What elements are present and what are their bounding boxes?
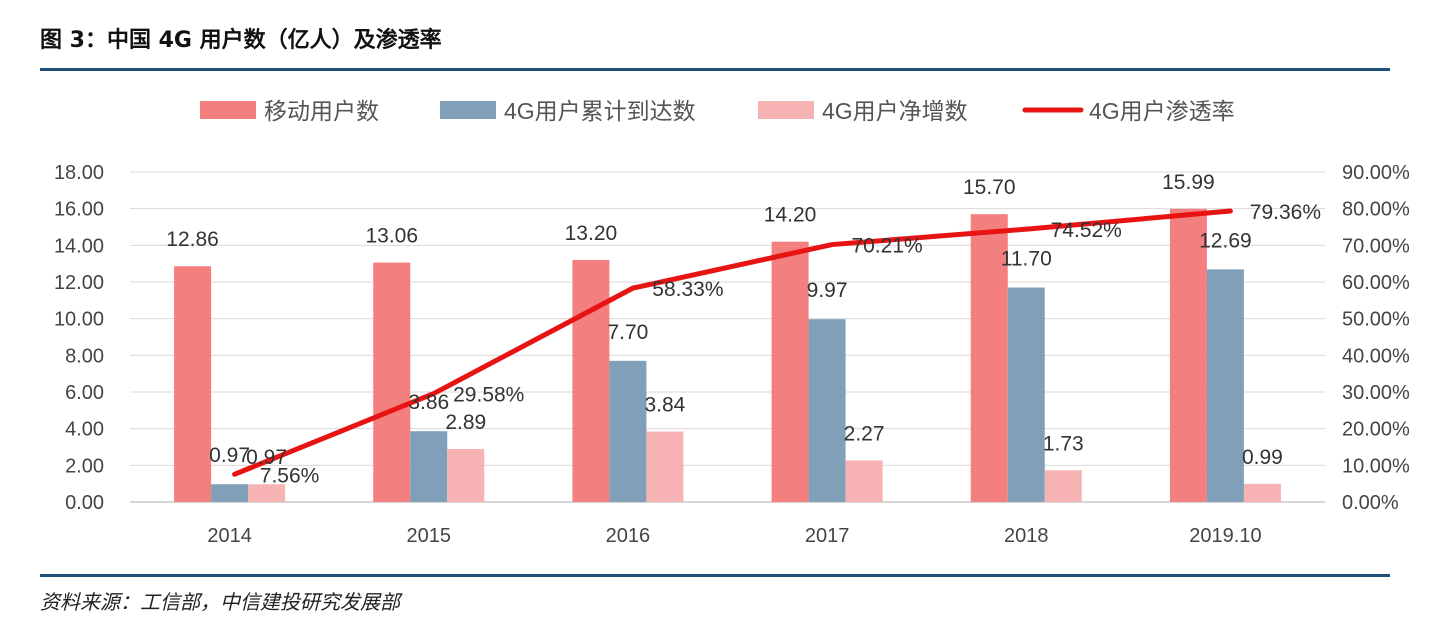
legend-label: 4G用户净增数 — [822, 98, 968, 124]
y-tick-label: 2.00 — [65, 455, 104, 477]
legend-swatch — [758, 101, 814, 119]
bar — [174, 266, 212, 502]
y2-tick-label: 90.00% — [1342, 162, 1410, 184]
bar — [970, 214, 1008, 502]
bar-data-label: 13.06 — [365, 225, 418, 248]
bar — [808, 319, 846, 502]
bar-data-label: 3.84 — [644, 394, 685, 417]
x-tick-label: 2019.10 — [1189, 525, 1261, 547]
line-data-label: 58.33% — [652, 278, 723, 301]
y2-tick-label: 70.00% — [1342, 235, 1410, 257]
x-tick-label: 2014 — [207, 525, 252, 547]
line-data-label: 70.21% — [851, 235, 922, 258]
line-data-label: 74.52% — [1051, 219, 1122, 242]
y-tick-label: 12.00 — [54, 272, 104, 294]
y2-tick-label: 50.00% — [1342, 309, 1410, 331]
bar — [845, 460, 883, 502]
legend-swatch — [440, 101, 496, 119]
y-tick-label: 0.00 — [65, 492, 104, 514]
line-data-label: 79.36% — [1250, 201, 1321, 224]
bottom-divider — [40, 574, 1390, 577]
bar-data-label: 7.70 — [607, 321, 648, 344]
bar-data-label: 15.70 — [963, 176, 1016, 199]
bar — [1243, 483, 1281, 502]
legend-label: 4G用户渗透率 — [1089, 98, 1235, 124]
bar-data-label: 9.97 — [807, 279, 848, 302]
bar — [646, 431, 684, 502]
bar — [1007, 287, 1045, 502]
y-tick-label: 8.00 — [65, 345, 104, 367]
bar-data-label: 0.99 — [1242, 446, 1283, 469]
bar — [410, 431, 448, 502]
y-tick-label: 4.00 — [65, 419, 104, 441]
bar-data-label: 2.89 — [445, 411, 486, 434]
bar-data-label: 12.69 — [1199, 229, 1252, 252]
line-data-label: 29.58% — [453, 384, 524, 407]
bar — [447, 449, 485, 502]
bar — [248, 484, 286, 502]
source-note: 资料来源：工信部，中信建投研究发展部 — [40, 590, 400, 614]
legend-swatch — [200, 101, 256, 119]
bar-data-label: 15.99 — [1162, 171, 1215, 194]
y-tick-label: 16.00 — [54, 199, 104, 221]
y-tick-label: 18.00 — [54, 162, 104, 184]
y2-tick-label: 10.00% — [1342, 455, 1410, 477]
y2-tick-label: 20.00% — [1342, 419, 1410, 441]
legend-label: 移动用户数 — [264, 98, 379, 124]
bar-data-label: 13.20 — [565, 222, 618, 245]
bar-data-label: 0.97 — [246, 446, 287, 469]
y-tick-label: 14.00 — [54, 235, 104, 257]
y2-tick-label: 60.00% — [1342, 272, 1410, 294]
line-data-label: 7.56% — [260, 464, 320, 487]
bar-data-label: 11.70 — [1001, 248, 1052, 271]
y-tick-label: 6.00 — [65, 382, 104, 404]
bar-data-label: 0.97 — [209, 444, 250, 467]
y2-tick-label: 30.00% — [1342, 382, 1410, 404]
bar — [211, 484, 249, 502]
bar-data-label: 12.86 — [166, 228, 219, 251]
chart-title: 图 3：中国 4G 用户数（亿人）及渗透率 — [40, 28, 442, 53]
x-tick-label: 2016 — [606, 525, 651, 547]
bar-data-label: 14.20 — [764, 204, 817, 227]
bar — [1169, 208, 1207, 502]
penetration-line — [232, 208, 1233, 477]
legend-label: 4G用户累计到达数 — [504, 98, 696, 124]
bar — [771, 241, 809, 502]
bar-data-label: 2.27 — [844, 422, 885, 445]
y2-tick-label: 40.00% — [1342, 345, 1410, 367]
bar-data-label: 1.73 — [1043, 432, 1084, 455]
x-tick-label: 2015 — [407, 525, 452, 547]
bar — [609, 360, 647, 502]
x-tick-label: 2018 — [1004, 525, 1049, 547]
top-divider — [40, 68, 1390, 71]
x-tick-label: 2017 — [805, 525, 850, 547]
bar — [1044, 470, 1082, 502]
y2-tick-label: 80.00% — [1342, 199, 1410, 221]
bar — [1206, 269, 1244, 502]
y-tick-label: 10.00 — [54, 309, 104, 331]
bar-data-label: 3.86 — [408, 391, 449, 414]
bar — [572, 260, 610, 502]
bar — [373, 262, 411, 502]
y2-tick-label: 0.00% — [1342, 492, 1399, 514]
